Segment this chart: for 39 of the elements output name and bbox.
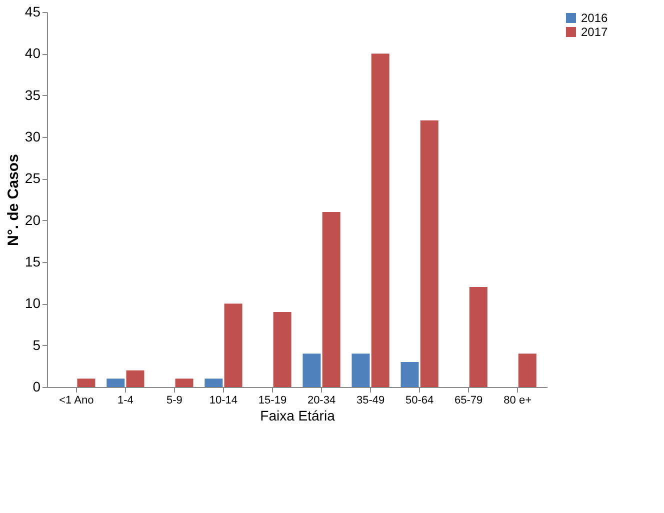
x-tick-label: 80 e+ (504, 394, 532, 406)
bar (352, 354, 370, 387)
y-tick-label: 15 (24, 254, 41, 270)
bar (175, 378, 194, 387)
y-tick-label: 45 (24, 4, 41, 20)
x-tick-label: 20-34 (307, 394, 336, 406)
y-tick-label: 0 (32, 378, 41, 394)
bar (77, 378, 96, 387)
bar (302, 354, 321, 387)
y-tick-label: 40 (24, 45, 41, 62)
bar (469, 287, 488, 387)
x-tick-label: 5-9 (166, 394, 182, 406)
bar (518, 354, 536, 387)
x-tick-label: 15-19 (258, 394, 287, 406)
y-axis-title: N°. de Casos (4, 154, 22, 246)
y-tick-label: 35 (24, 86, 41, 103)
x-tick-label: 35-49 (356, 394, 385, 406)
bar (273, 312, 292, 387)
y-tick-label: 10 (24, 295, 41, 312)
legend-label: 2017 (581, 25, 608, 39)
bar (420, 120, 438, 387)
x-tick-label: <1 Ano (59, 394, 94, 406)
bar (204, 378, 223, 387)
y-tick-label: 5 (32, 336, 41, 353)
x-tick-label: 50-64 (405, 394, 434, 406)
bar (400, 362, 419, 387)
bar (126, 370, 144, 387)
x-axis-title: Faixa Etária (260, 408, 336, 424)
bar (322, 212, 340, 387)
bar (371, 54, 390, 387)
legend-label: 2016 (581, 11, 608, 25)
x-tick-label: 1-4 (117, 394, 134, 406)
y-tick-label: 25 (24, 170, 41, 186)
y-tick-label: 20 (24, 212, 41, 228)
x-tick-label: 65-79 (454, 394, 483, 406)
y-tick-label: 30 (24, 128, 41, 144)
x-tick-label: 10-14 (209, 394, 238, 406)
bar (224, 304, 242, 387)
bar (106, 378, 125, 387)
